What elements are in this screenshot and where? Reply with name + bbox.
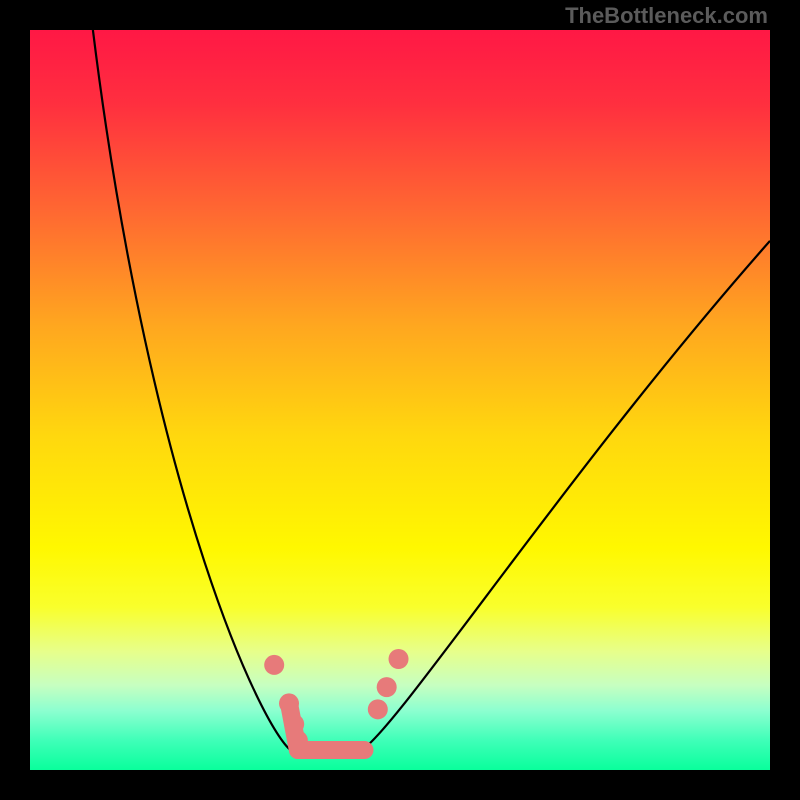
plot-area (30, 30, 770, 770)
gradient-background (30, 30, 770, 770)
watermark-text: TheBottleneck.com (565, 3, 768, 29)
